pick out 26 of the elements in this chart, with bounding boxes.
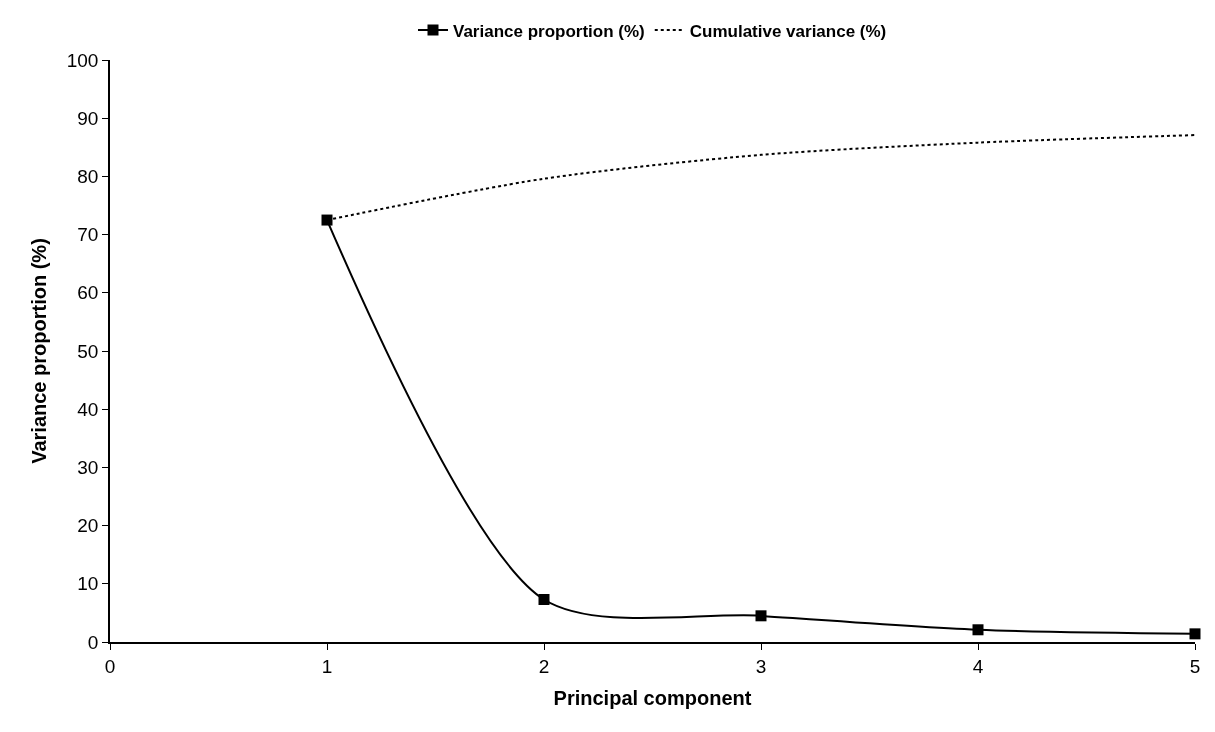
legend-label: Cumulative variance (%) xyxy=(689,21,887,41)
x-tick-label: 4 xyxy=(972,655,984,677)
y-tick-label: 20 xyxy=(77,515,99,537)
x-tick-label: 2 xyxy=(538,655,550,677)
point xyxy=(1189,628,1201,640)
x-axis-title: Principal component xyxy=(553,686,752,709)
legend-label: Variance proportion (%) xyxy=(453,21,645,41)
y-tick-label: 90 xyxy=(77,107,99,129)
x-tick-label: 5 xyxy=(1189,655,1201,677)
point xyxy=(321,214,333,226)
y-tick-label: 50 xyxy=(77,340,99,362)
point xyxy=(538,594,550,606)
x-tick-label: 0 xyxy=(104,655,116,677)
y-tick-label: 10 xyxy=(77,573,99,595)
y-tick-label: 40 xyxy=(77,398,99,420)
x-tick-label: 1 xyxy=(321,655,333,677)
y-tick-label: 70 xyxy=(77,224,99,246)
y-tick-label: 80 xyxy=(77,166,99,188)
y-tick-label: 100 xyxy=(66,49,99,71)
point xyxy=(972,624,984,636)
point xyxy=(755,610,767,622)
x-tick-label: 3 xyxy=(755,655,767,677)
y-tick-label: 60 xyxy=(77,282,99,304)
y-tick-label: 0 xyxy=(87,631,99,653)
y-tick-label: 30 xyxy=(77,457,99,479)
y-axis-title: Variance proportion (%) xyxy=(27,238,50,464)
